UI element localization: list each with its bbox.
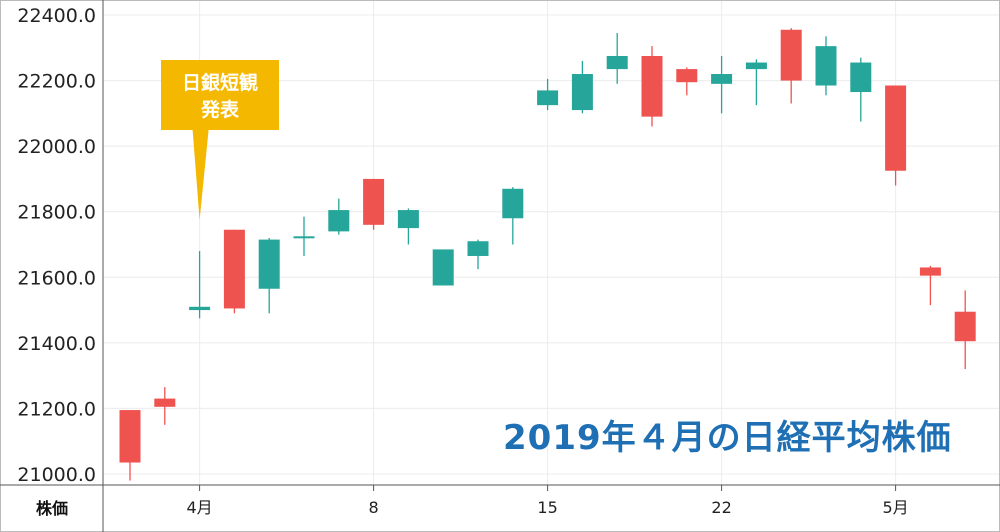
candle-body-down (363, 178, 385, 225)
y-tick-label: 21800.0 (17, 202, 96, 224)
y-tick-label: 22200.0 (17, 71, 96, 93)
candle-body-up (815, 46, 837, 86)
candle (258, 237, 280, 314)
candle (885, 85, 907, 186)
candle-body-up (606, 55, 628, 70)
candle (154, 387, 176, 425)
candle-body-down (119, 410, 141, 463)
candle-body-down (885, 85, 907, 171)
candle-body-up (467, 241, 489, 256)
candle (537, 78, 559, 111)
y-tick-label: 21600.0 (17, 267, 96, 289)
candle (641, 46, 663, 127)
candle-body-up (432, 249, 454, 286)
candle (502, 187, 524, 245)
candle-body-up (328, 210, 350, 232)
candle (711, 55, 733, 114)
candle-body-up (397, 210, 419, 229)
candle (293, 216, 315, 256)
candle-body-up (502, 188, 524, 219)
candle (397, 208, 419, 245)
candle-body-down (641, 55, 663, 117)
candle (745, 59, 767, 106)
candle (815, 36, 837, 96)
candle (189, 251, 211, 319)
candle (954, 290, 976, 370)
x-axis-ticks: 4月 8 15 22 5月 (187, 485, 909, 517)
candle-body-up (711, 74, 733, 84)
candle (363, 178, 385, 230)
y-tick-label: 21400.0 (17, 333, 96, 355)
candle-body-down (780, 29, 802, 81)
x-tick-label: 5月 (883, 498, 909, 517)
candle-body-down (676, 69, 698, 83)
candle (606, 33, 628, 84)
candles (119, 28, 976, 481)
callout-box (161, 60, 279, 220)
annotation-callout: 日銀短観 発表 (161, 60, 279, 220)
callout-text-line2: 発表 (200, 98, 240, 121)
candle-body-up (258, 239, 280, 289)
candle-body-up (537, 90, 559, 106)
candle-body-down (919, 267, 941, 276)
candle (328, 198, 350, 235)
candle (119, 410, 141, 481)
candle (223, 229, 245, 314)
candle (919, 265, 941, 306)
candle (432, 249, 454, 286)
x-tick-label: 8 (369, 498, 379, 517)
x-tick-label: 22 (711, 498, 731, 517)
candle-body-down (223, 229, 245, 309)
x-tick-label: 4月 (187, 498, 213, 517)
candle-body-up (189, 306, 211, 311)
candle (676, 67, 698, 96)
candle-body-up (293, 236, 315, 239)
chart-title: 2019年４月の日経平均株価 (503, 418, 952, 458)
candle-body-up (850, 62, 872, 93)
y-axis-ticks: 22400.0 22200.0 22000.0 21800.0 21600.0 21400… (17, 5, 96, 486)
y-tick-label: 22000.0 (17, 136, 96, 158)
candle-body-down (154, 398, 176, 407)
candle-body-down (954, 311, 976, 342)
callout-text-line1: 日銀短観 (182, 71, 258, 94)
y-tick-label: 21200.0 (17, 398, 96, 420)
candle-body-up (745, 62, 767, 70)
candle (780, 28, 802, 104)
y-tick-label: 21000.0 (17, 464, 96, 486)
candle (467, 239, 489, 270)
x-tick-label: 15 (537, 498, 557, 517)
candle (850, 57, 872, 122)
y-tick-label: 22400.0 (17, 5, 96, 27)
candle (571, 60, 593, 114)
corner-label: 株価 (36, 499, 68, 518)
candle-body-up (571, 74, 593, 111)
